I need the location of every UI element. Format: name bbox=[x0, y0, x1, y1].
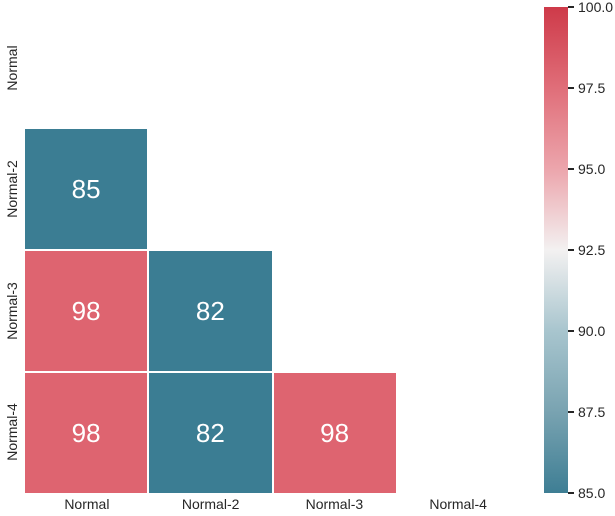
colorbar-tick-dash bbox=[568, 168, 574, 170]
colorbar-tick-dash bbox=[568, 492, 574, 494]
colorbar-tick: 87.5 bbox=[568, 404, 605, 420]
x-tick-label: Normal-3 bbox=[305, 496, 364, 512]
x-tick-label: Normal bbox=[64, 496, 110, 512]
heatmap-cell-masked bbox=[274, 7, 396, 127]
heatmap-cell: 85 bbox=[25, 129, 148, 249]
colorbar-tick-label: 90.0 bbox=[578, 323, 606, 339]
heatmap-cell-masked bbox=[149, 7, 271, 127]
colorbar-tick-label: 95.0 bbox=[578, 161, 606, 177]
colorbar-tick-label: 97.5 bbox=[578, 80, 606, 96]
y-tick-label: Normal bbox=[4, 45, 20, 91]
x-tick-label: Normal-4 bbox=[429, 496, 487, 512]
heatmap-cell: 98 bbox=[25, 373, 148, 493]
colorbar-tick-label: 92.5 bbox=[578, 242, 606, 258]
y-tick-label: Normal-4 bbox=[4, 403, 20, 462]
colorbar-tick: 97.5 bbox=[568, 80, 605, 96]
heatmap-cell: 82 bbox=[149, 373, 272, 493]
heatmap-cell-masked bbox=[398, 251, 520, 371]
colorbar-tick: 85.0 bbox=[568, 485, 605, 501]
colorbar-gradient bbox=[544, 7, 568, 493]
colorbar-tick: 95.0 bbox=[568, 161, 605, 177]
colorbar-tick-dash bbox=[568, 249, 574, 251]
colorbar-tick-label: 87.5 bbox=[578, 404, 606, 420]
y-tick-label: Normal-3 bbox=[4, 281, 20, 340]
colorbar-tick-label: 100.0 bbox=[578, 0, 614, 15]
heatmap-cell-masked bbox=[398, 7, 520, 127]
heatmap-grid: 85 98 82 98 82 98 bbox=[25, 7, 520, 493]
colorbar-tick-dash bbox=[568, 411, 574, 413]
colorbar-tick-dash bbox=[568, 6, 574, 8]
heatmap-cell-masked bbox=[149, 129, 271, 249]
heatmap-cell-masked bbox=[274, 251, 396, 371]
heatmap-cell-masked bbox=[274, 129, 396, 249]
colorbar-tick-dash bbox=[568, 330, 574, 332]
colorbar-tick: 100.0 bbox=[568, 0, 613, 15]
heatmap-cell-masked bbox=[398, 373, 520, 493]
x-tick-label: Normal-2 bbox=[181, 496, 240, 512]
colorbar-tick: 90.0 bbox=[568, 323, 605, 339]
heatmap-cell: 98 bbox=[273, 373, 396, 493]
colorbar-tick: 92.5 bbox=[568, 242, 605, 258]
heatmap-cell-masked bbox=[398, 129, 520, 249]
colorbar-tick-label: 85.0 bbox=[578, 485, 606, 501]
heatmap-cell-masked bbox=[25, 7, 147, 127]
colorbar-tick-dash bbox=[568, 87, 574, 89]
heatmap-cell: 82 bbox=[149, 251, 272, 371]
heatmap-cell: 98 bbox=[25, 251, 148, 371]
y-tick-label: Normal-2 bbox=[4, 160, 20, 219]
